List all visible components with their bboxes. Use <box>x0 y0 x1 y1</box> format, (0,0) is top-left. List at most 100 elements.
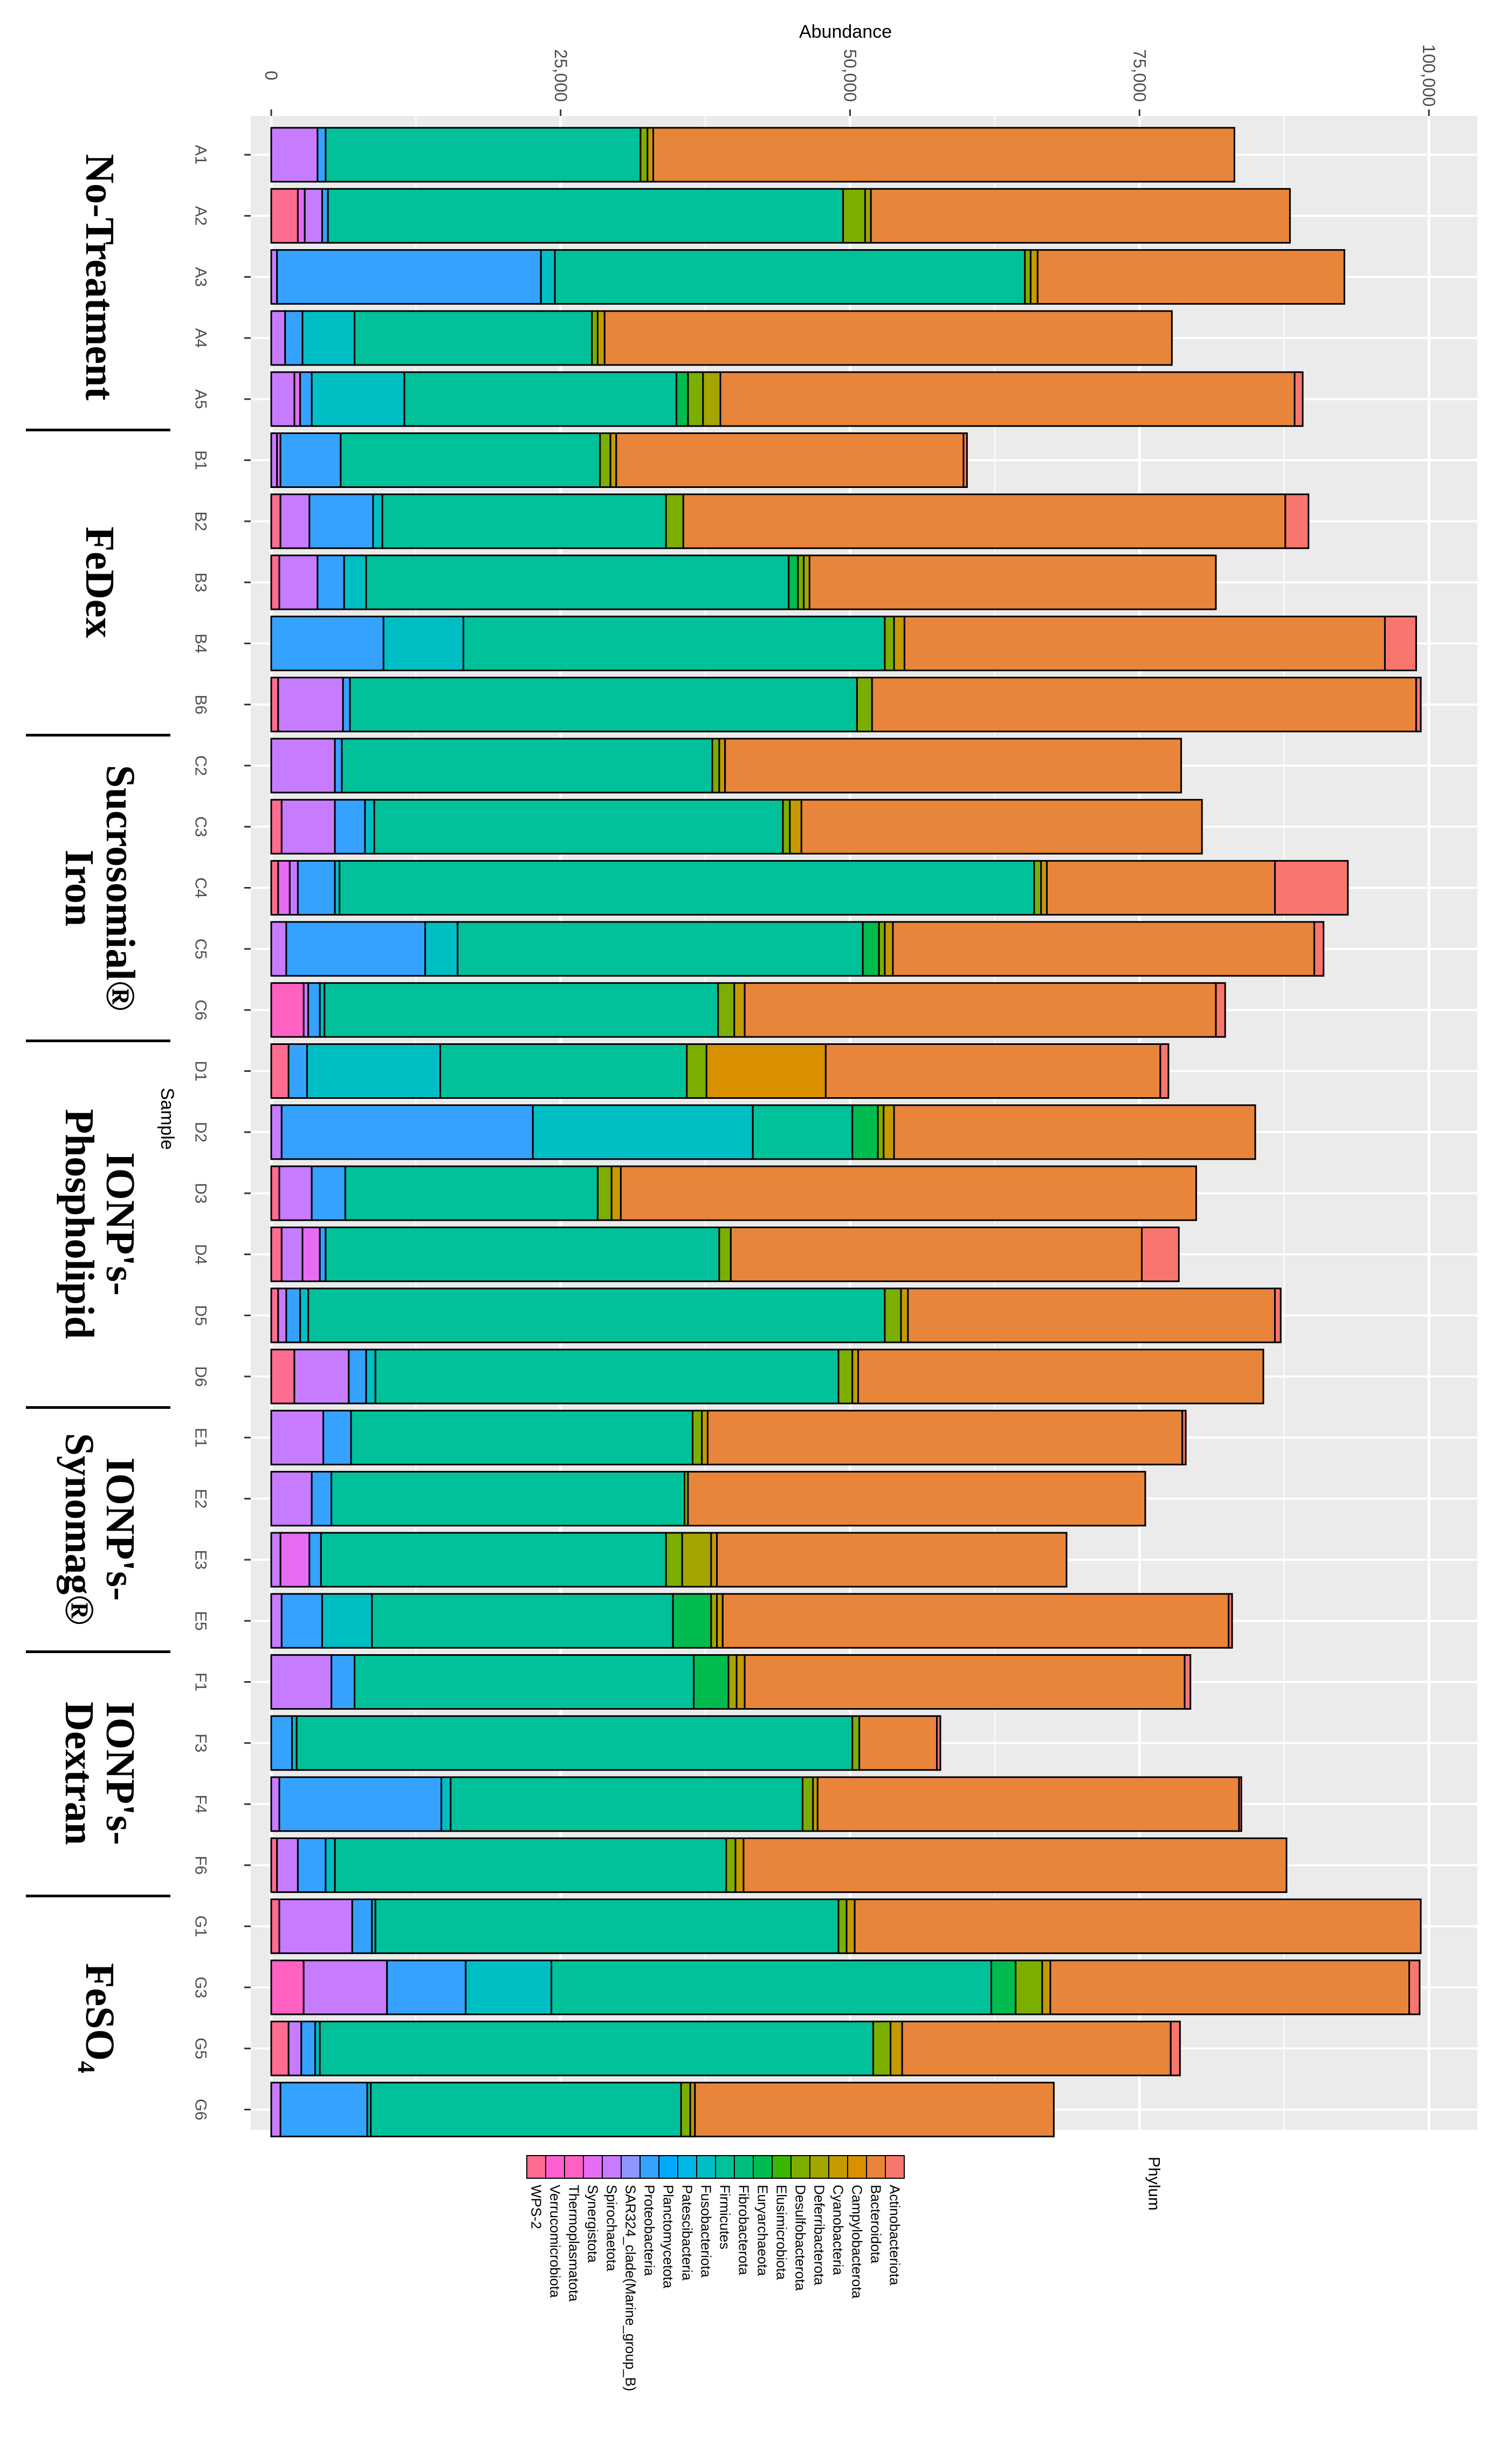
bar-segment-B2-desulfobacterota <box>665 493 684 549</box>
bar-segment-B6-actinobacteriota <box>1415 677 1422 733</box>
bar-segment-A2-firmicutes <box>327 188 844 244</box>
bar-segment-F6-proteobacteria <box>297 1837 327 1893</box>
bar-segment-C6-cyanobacteria <box>733 982 746 1038</box>
bar-segment-C4-wps-2 <box>270 860 279 916</box>
bar-segment-D2-euryarchaeota <box>851 1104 879 1160</box>
bar-segment-A5-bacteroidota <box>719 371 1296 427</box>
bar-segment-E1-actinobacteriota <box>1181 1409 1187 1465</box>
bar-segment-B2-spirochaetota <box>279 493 311 549</box>
bar-segment-D3-bacteroidota <box>620 1165 1197 1221</box>
bar-segment-B1-bacteroidota <box>615 432 965 488</box>
bar-segment-B3-wps-2 <box>270 554 280 610</box>
bar-segment-C5-firmicutes <box>457 921 864 977</box>
bar-segment-B4-desulfobacterota <box>884 615 895 671</box>
bar-segment-F1-euryarchaeota <box>693 1654 730 1710</box>
bar-segment-D6-desulfobacterota <box>837 1348 854 1405</box>
bar-segment-A4-firmicutes <box>354 310 593 366</box>
bar-segment-D6-fusobacteriota <box>365 1348 376 1405</box>
bar-segment-D2-spirochaetota <box>270 1104 283 1160</box>
legend-label: Planctomycetota <box>661 2185 677 2289</box>
bar-segment-E1-firmicutes <box>350 1409 694 1465</box>
bar-segment-C5-bacteroidota <box>892 921 1315 977</box>
bar-segment-D2-desulfobacterota <box>877 1104 885 1160</box>
bar-segment-D2-proteobacteria <box>280 1104 534 1160</box>
bar-segment-B3-proteobacteria <box>317 554 345 610</box>
group-separator <box>26 734 170 737</box>
bar-segment-G5-proteobacteria <box>300 2020 317 2076</box>
bar-segment-E2-proteobacteria <box>311 1471 333 1527</box>
bar-segment-D6-firmicutes <box>374 1348 840 1405</box>
legend-key-proteobacteria <box>639 2155 659 2179</box>
bar-segment-C5-euryarchaeota <box>862 921 880 977</box>
legend-label: Synergistota <box>585 2185 601 2263</box>
bar-segment-E5-actinobacteriota <box>1228 1593 1233 1649</box>
bar-segment-E3-cyanobacteria <box>710 1532 718 1588</box>
legend-key-patescibacteria <box>677 2155 697 2179</box>
bar-segment-G1-bacteroidota <box>854 1898 1422 1954</box>
bar-segment-B6-desulfobacterota <box>856 677 873 733</box>
bar-segment-G5-spirochaetota <box>287 2020 302 2076</box>
bar-segment-D3-firmicutes <box>344 1165 599 1221</box>
bar-segment-B4-firmicutes <box>462 615 886 671</box>
bar-segment-C2-spirochaetota <box>270 738 336 794</box>
bar-segment-G6-firmicutes <box>370 2082 682 2138</box>
bar-segment-C6-bacteroidota <box>744 982 1217 1038</box>
bar-segment-A5-proteobacteria <box>299 371 313 427</box>
bar-segment-C3-wps-2 <box>270 799 283 855</box>
bar-segment-D5-actinobacteriota <box>1274 1288 1282 1344</box>
bar-segment-G5-bacteroidota <box>901 2020 1172 2076</box>
bar-segment-C5-fusobacteriota <box>424 921 459 977</box>
sample-tick-label: A4 <box>192 328 210 348</box>
legend-key-planctomycetota <box>658 2155 678 2179</box>
bar-segment-A1-spirochaetota <box>270 127 319 183</box>
bar-segment-D6-cyanobacteria <box>851 1348 859 1405</box>
bar-segment-B2-wps-2 <box>270 493 281 549</box>
bar-segment-C4-actinobacteriota <box>1274 860 1349 916</box>
bar-segment-A5-firmicutes <box>403 371 677 427</box>
bar-segment-C4-desulfobacterota <box>1033 860 1042 916</box>
bar-segment-E1-cyanobacteria <box>701 1409 709 1465</box>
bar-segment-C6-thermoplasmatota <box>270 982 305 1038</box>
bar-segment-A4-bacteroidota <box>603 310 1173 366</box>
bar-segment-A4-proteobacteria <box>284 310 304 366</box>
y-axis-title: Sample <box>157 1088 177 1150</box>
sample-tick-label: D2 <box>192 1122 210 1142</box>
bar-segment-E3-desulfobacterota <box>665 1532 683 1588</box>
bar-segment-C5-proteobacteria <box>285 921 427 977</box>
bar-segment-G1-spirochaetota <box>278 1898 353 1954</box>
group-label: IONP's- Phospholipid <box>57 1109 143 1339</box>
bar-segment-G6-bacteroidota <box>694 2082 1055 2138</box>
bar-segment-B4-cyanobacteria <box>893 615 905 671</box>
legend-key-actinobacteriota <box>885 2155 905 2179</box>
legend-label: Cyanobacteria <box>830 2185 847 2275</box>
bar-segment-A5-deferribacterota <box>702 371 721 427</box>
bar-segment-D1-proteobacteria <box>287 1043 308 1099</box>
bar-segment-E2-bacteroidota <box>687 1471 1146 1527</box>
bar-segment-E1-desulfobacterota <box>692 1409 703 1465</box>
bar-segment-B6-wps-2 <box>270 677 279 733</box>
bar-segment-F1-spirochaetota <box>270 1654 333 1710</box>
bar-segment-G6-proteobacteria <box>279 2082 368 2138</box>
legend-label: Fibrobacterota <box>736 2185 752 2275</box>
bar-segment-F4-fusobacteriota <box>441 1776 452 1832</box>
bar-segment-E5-proteobacteria <box>280 1593 323 1649</box>
bar-segment-D1-actinobacteriota <box>1159 1043 1170 1099</box>
bar-segment-B2-fusobacteriota <box>372 493 383 549</box>
bar-segment-F1-cyanobacteria <box>735 1654 746 1710</box>
legend-key-verrucomicrobiota <box>545 2155 565 2179</box>
bar-segment-F4-proteobacteria <box>278 1776 443 1832</box>
bar-segment-C3-firmicutes <box>373 799 784 855</box>
bar-segment-A3-spirochaetota <box>270 249 278 305</box>
bar-segment-A2-wps-2 <box>270 188 299 244</box>
group-separator <box>26 1406 170 1409</box>
sample-tick-label: E3 <box>192 1550 210 1570</box>
sample-tick-label: B1 <box>192 450 210 470</box>
sample-tick-label: A1 <box>192 145 210 165</box>
bar-segment-C5-actinobacteriota <box>1313 921 1325 977</box>
bar-segment-E2-firmicutes <box>331 1471 685 1527</box>
bar-segment-G3-firmicutes <box>551 1959 992 2015</box>
bar-segment-D4-bacteroidota <box>730 1226 1143 1282</box>
bar-segment-E2-spirochaetota <box>270 1471 313 1527</box>
legend-label: Thermoplasmatota <box>566 2185 582 2302</box>
